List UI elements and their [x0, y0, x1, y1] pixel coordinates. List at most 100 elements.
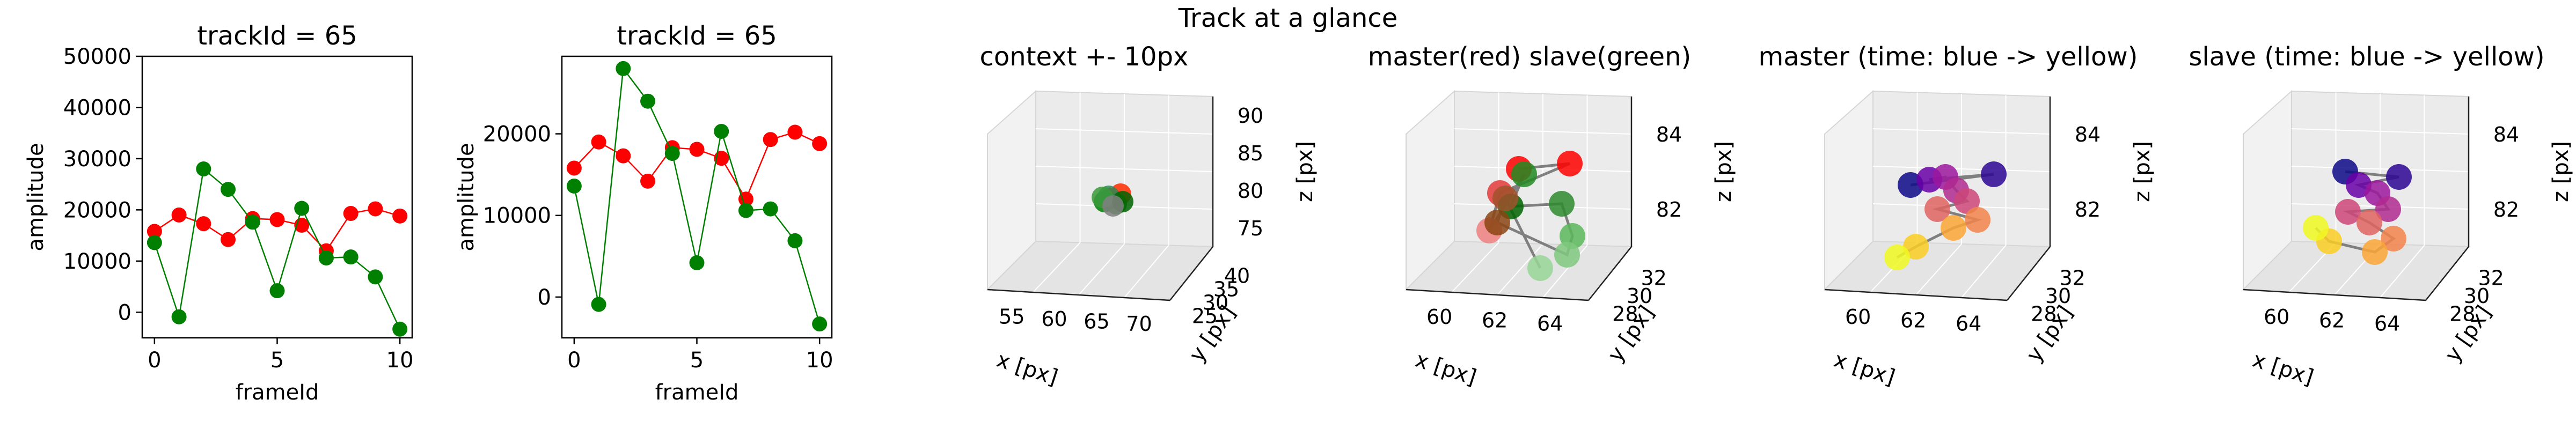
- series-2-point: [269, 283, 285, 299]
- grid-line: [1078, 243, 1125, 295]
- series-1-point: [171, 207, 187, 223]
- x-tick-label: 62: [1900, 308, 1926, 332]
- series-2-point: [368, 269, 383, 285]
- z-axis-label: z [px]: [2549, 141, 2573, 202]
- scatter-point: [2362, 239, 2388, 265]
- series-line-2: [573, 66, 821, 324]
- z-tick-label: 85: [1238, 142, 1263, 165]
- scatter-point: [1554, 242, 1580, 268]
- x-axis-line: [1824, 289, 2008, 301]
- y-tick-label: 35: [1213, 278, 1239, 301]
- series-2-point: [591, 297, 606, 312]
- scatter-point: [2303, 215, 2329, 241]
- chart-title: master (time: blue -> yellow): [1759, 42, 2138, 72]
- x-axis-label: x [px]: [1831, 347, 1898, 390]
- grid-line: [1961, 245, 2007, 298]
- series-1-point: [196, 216, 211, 232]
- y-tick-label: 25: [1192, 305, 1218, 328]
- x-tick-label: 10: [386, 348, 414, 373]
- y-tick-label: 0: [538, 285, 551, 310]
- x-tick-label: 5: [270, 348, 284, 373]
- x-tick-label: 55: [999, 305, 1024, 328]
- y-tick-label: 30: [1203, 291, 1228, 315]
- y-tick-label: 30: [2045, 284, 2071, 308]
- x-axis-line: [987, 289, 1170, 301]
- scatter3d-chart-4: slave (time: blue -> yellow) 60 62 64 x [px]…: [2189, 42, 2573, 390]
- y-tick-label: 50000: [63, 45, 131, 69]
- y-tick-label: 40: [1224, 264, 1250, 288]
- y-tick-label: 0: [118, 300, 131, 325]
- x-axis-label: x [px]: [1412, 347, 1479, 390]
- grid-line: [1454, 166, 1632, 172]
- series-2-point: [294, 201, 310, 216]
- x-tick-label: 5: [690, 348, 704, 373]
- series-2-point: [343, 249, 358, 265]
- x-tick-label: 62: [1482, 308, 1507, 332]
- chart-title: master(red) slave(green): [1368, 42, 1691, 72]
- figure-suptitle: Track at a glance: [1178, 3, 1398, 33]
- scatter-point: [1484, 210, 1510, 235]
- series-2-point: [392, 321, 408, 337]
- scatter-point: [1954, 188, 1980, 214]
- z-tick-label: 84: [2075, 123, 2101, 146]
- chart-title: trackId = 65: [617, 21, 777, 51]
- series-1-point: [787, 124, 803, 140]
- z-tick-label: 84: [2493, 123, 2519, 146]
- series-2-point: [738, 203, 753, 218]
- series-1-point: [763, 132, 778, 147]
- series-1-point: [591, 134, 606, 150]
- scatter-point: [1965, 207, 1990, 233]
- series-1-point: [738, 191, 753, 207]
- scatter3d-chart-2: master(red) slave(green) 60 62 64 x [px] 2830…: [1368, 42, 1736, 390]
- y-tick-label: 32: [2478, 267, 2504, 290]
- x-tick-label: 64: [1956, 312, 1981, 335]
- scatter-point: [1924, 196, 1950, 222]
- scatter-point: [1903, 234, 1929, 260]
- grid-line: [1915, 243, 1962, 295]
- chart-title: slave (time: blue -> yellow): [2189, 42, 2544, 72]
- x-axis-label: x [px]: [2249, 347, 2316, 390]
- charts-layer: trackId = 65 frameId amplitude 0 5 10 0 10000 20…: [24, 21, 2573, 405]
- x-tick-label: 64: [1537, 312, 1563, 335]
- y-axis-line: [2007, 246, 2051, 301]
- scatter-point: [2357, 210, 2382, 235]
- y-tick-label: 32: [1641, 267, 1666, 290]
- grid-line: [2380, 245, 2425, 298]
- series-1-point: [392, 208, 408, 224]
- y-tick-label: 30: [1627, 284, 1652, 308]
- series-1-point: [689, 142, 705, 157]
- scatter-point: [1511, 161, 1537, 187]
- z-tick-label: 82: [2075, 198, 2101, 221]
- series-1-point: [640, 173, 656, 189]
- series-2-point: [640, 93, 656, 109]
- y-tick-label: 28: [1612, 302, 1638, 326]
- grid-line: [1033, 242, 1081, 293]
- series-2-point: [221, 182, 236, 197]
- series-2-point: [245, 214, 260, 230]
- x-axis-line: [2243, 289, 2426, 301]
- scatter-point: [1941, 215, 1966, 241]
- scatter-point: [1102, 195, 1124, 217]
- series-2-point: [689, 255, 705, 270]
- series-2-point: [664, 146, 680, 161]
- x-tick-label: 70: [1126, 312, 1152, 336]
- x-tick-label: 64: [2374, 312, 2400, 335]
- x-tick-label: 0: [567, 348, 581, 373]
- x-axis-line: [1406, 289, 1589, 301]
- series-1-point: [343, 206, 358, 221]
- series-1-point: [616, 148, 631, 164]
- z-tick-label: 90: [1238, 104, 1263, 128]
- x-tick-label: 65: [1084, 310, 1109, 334]
- series-1-point: [566, 160, 582, 176]
- series-2-point: [812, 316, 828, 332]
- x-tick-label: 60: [2264, 305, 2289, 329]
- series-1-point: [812, 136, 828, 151]
- z-tick-label: 80: [1238, 179, 1263, 203]
- scatter3d-chart-3: master (time: blue -> yellow) 60 62 64 x [px…: [1759, 42, 2155, 390]
- grid-line: [1451, 242, 1499, 293]
- grid-line: [1124, 245, 1169, 298]
- y-axis-line: [2425, 246, 2469, 301]
- y-tick-label: 30: [2464, 284, 2490, 308]
- y-axis-label: amplitude: [24, 143, 48, 251]
